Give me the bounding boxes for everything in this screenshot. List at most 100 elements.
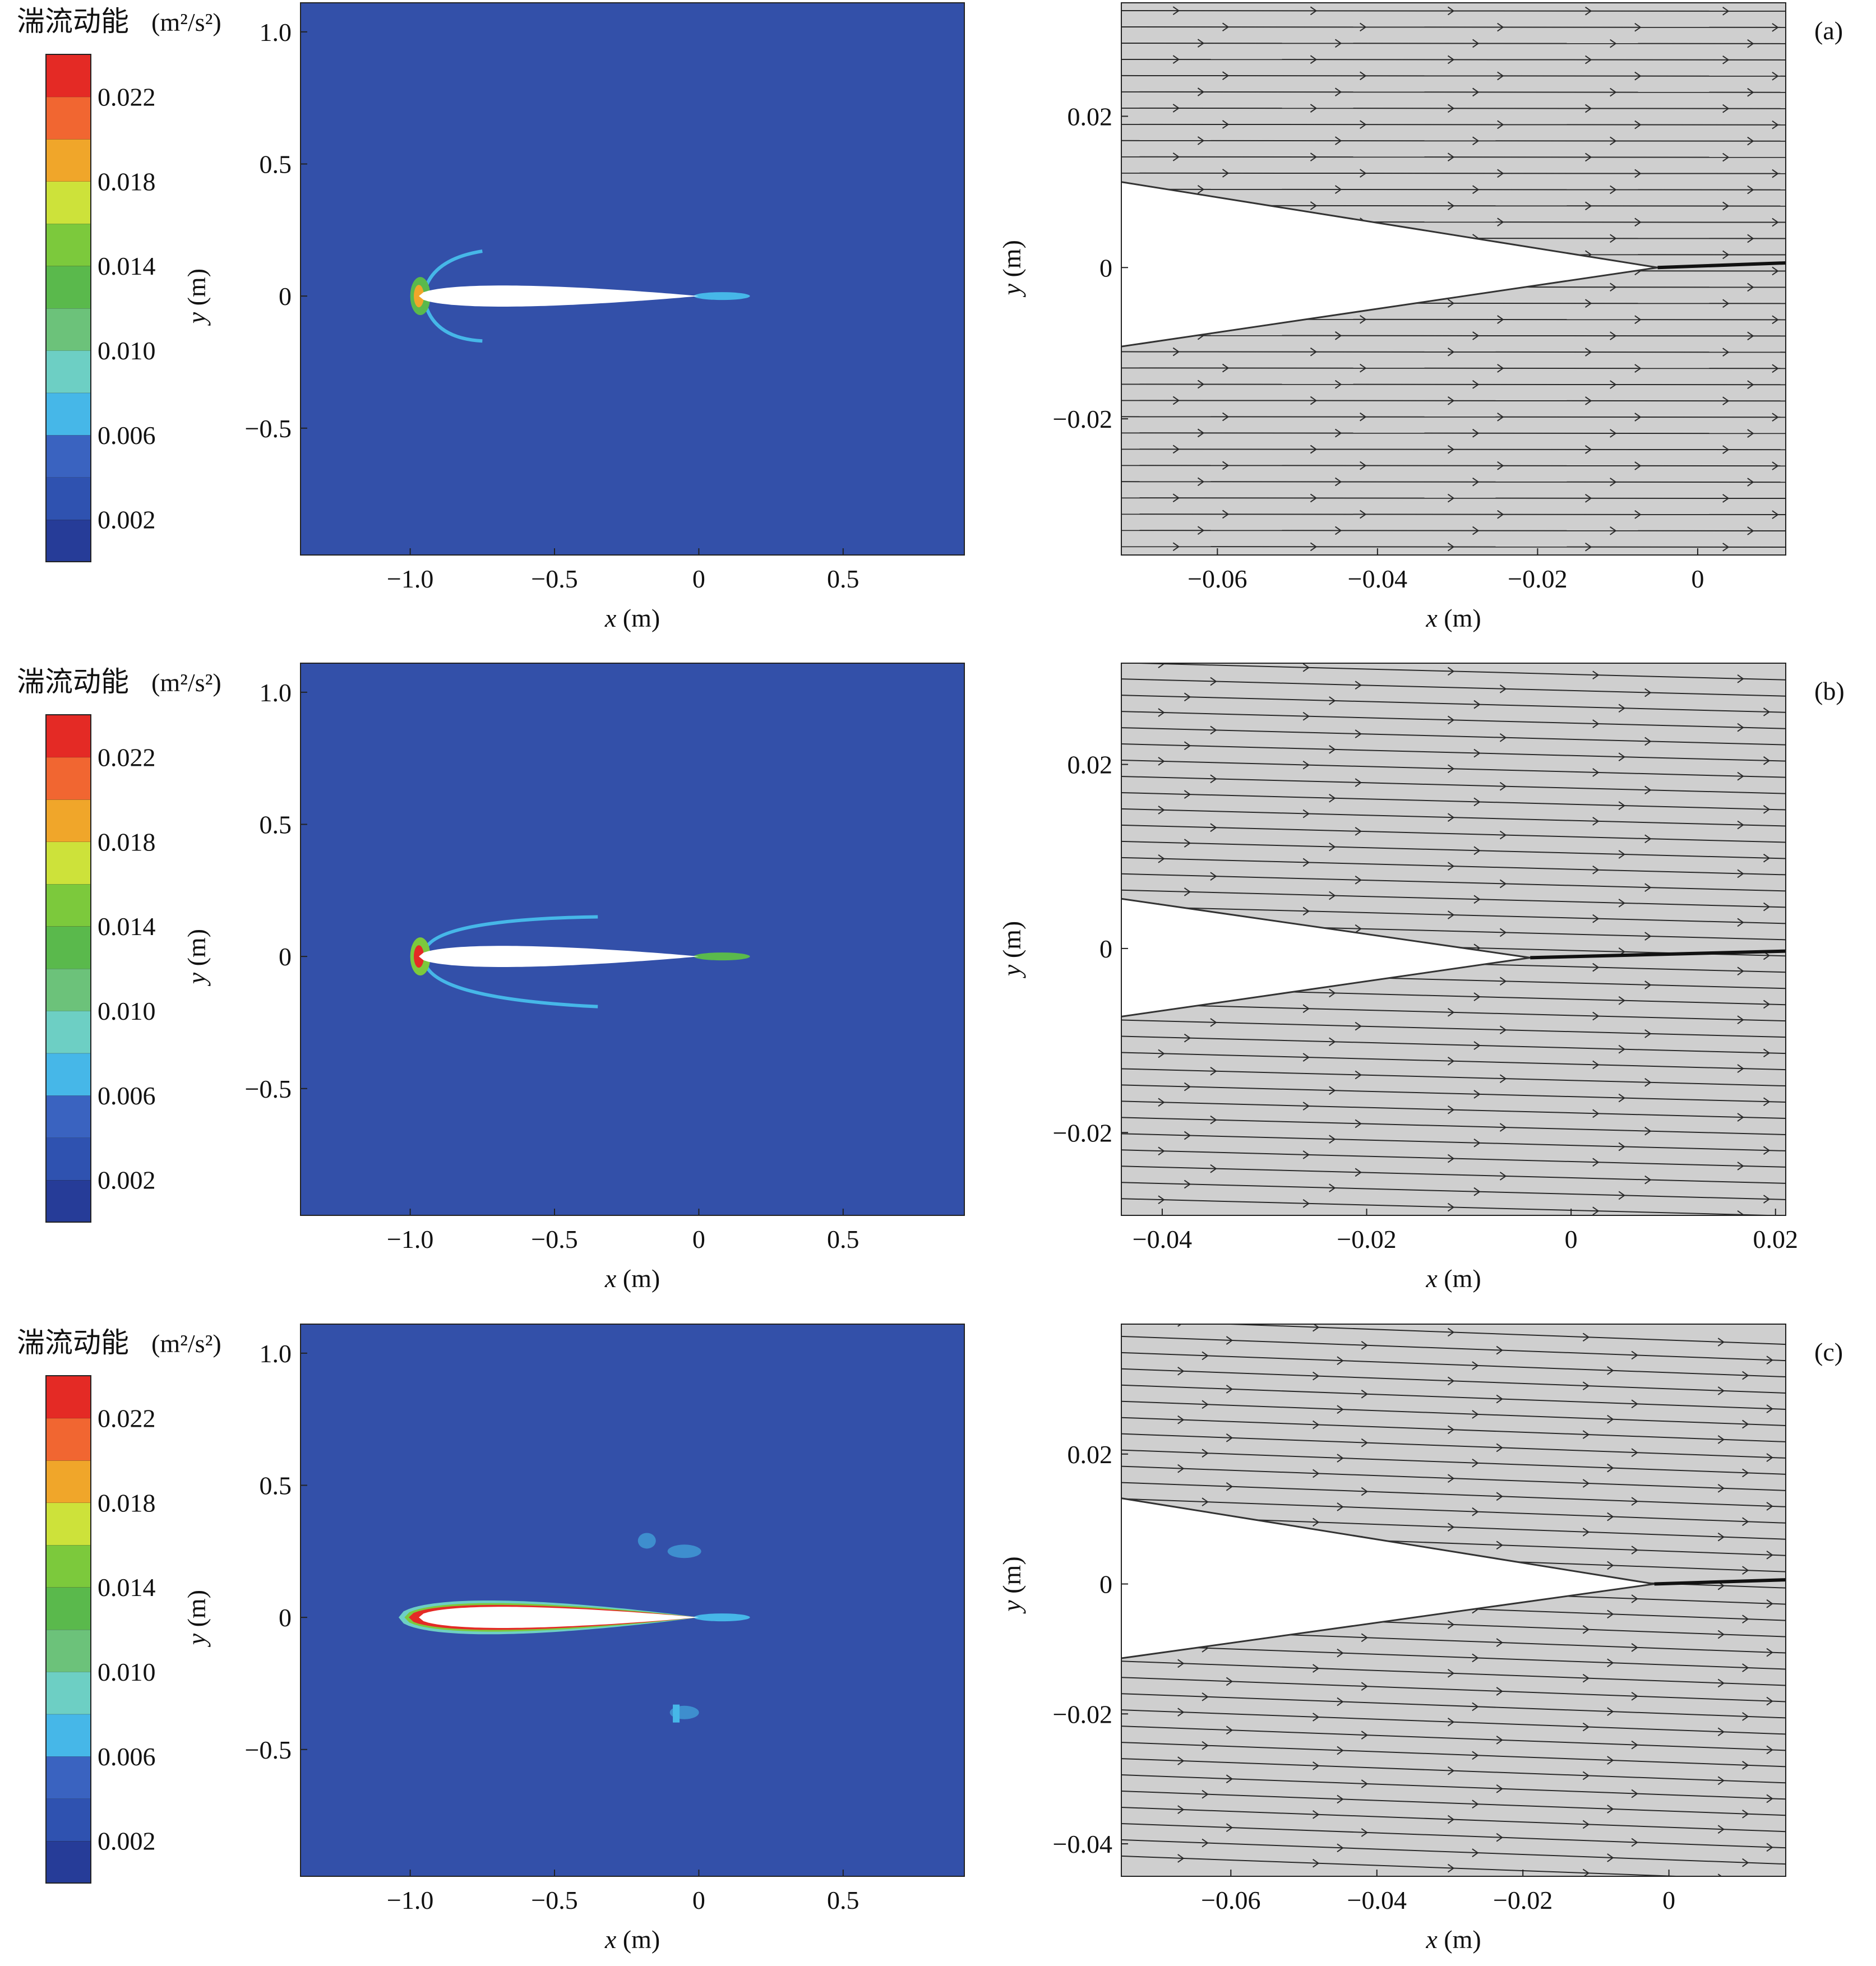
y-axis-var: y xyxy=(182,312,211,326)
streamline-arrow xyxy=(1210,1164,1217,1173)
streamline-arrow xyxy=(1631,1838,1638,1847)
streamline-arrow xyxy=(1634,364,1642,373)
y-axis-var: y xyxy=(182,1633,211,1647)
streamline-arrow xyxy=(1473,1090,1481,1099)
streamline xyxy=(1121,792,1786,811)
streamline-arrow xyxy=(1737,1015,1744,1025)
streamline-arrow xyxy=(1496,1492,1503,1501)
streamline-arrow xyxy=(1772,23,1779,32)
streamline-arrow xyxy=(1313,1469,1320,1478)
streamline-arrow xyxy=(1226,1774,1233,1784)
colorbar-tick-label: 0.006 xyxy=(98,1742,156,1771)
tke-leading-edge-peak xyxy=(414,285,424,308)
streamline-arrow xyxy=(1644,1175,1652,1185)
streamline-arrow xyxy=(1172,104,1180,113)
streamline-arrow xyxy=(1310,152,1318,161)
streamline-arrow xyxy=(1644,1126,1652,1136)
streamline-arrow xyxy=(1717,1386,1725,1395)
colorbar-level xyxy=(46,1671,91,1714)
streamline-arrow xyxy=(1334,526,1342,535)
streamline-arrow xyxy=(1158,708,1165,717)
streamline-arrow xyxy=(1742,1761,1749,1770)
x-axis-label: x (m) xyxy=(604,604,660,632)
streamline-arrow xyxy=(1497,510,1504,519)
streamline-arrow xyxy=(1610,429,1617,438)
y-tick-label: 1.0 xyxy=(260,1339,292,1368)
y-axis-label: y (m) xyxy=(182,929,211,986)
y-axis-var: y xyxy=(997,283,1026,297)
streamline-arrow xyxy=(1763,1195,1771,1204)
x-tick-label: −1.0 xyxy=(387,565,433,593)
streamline xyxy=(1121,1182,1786,1200)
y-tick-label: 0.5 xyxy=(260,150,292,178)
streamline-arrow xyxy=(1496,1345,1503,1355)
streamline-arrow xyxy=(1737,869,1744,878)
streamline-arrow xyxy=(1790,1179,1795,1187)
streamline-arrow xyxy=(1310,104,1318,113)
colorbar-level xyxy=(46,1840,91,1884)
y-axis-var: y xyxy=(182,972,211,986)
x-tick-label: 0 xyxy=(1691,565,1704,593)
streamline-arrow xyxy=(1592,670,1600,679)
streamline-arrow xyxy=(1360,71,1367,81)
colorbar-tick-label: 0.006 xyxy=(98,421,156,450)
streamline xyxy=(1121,1068,1786,1087)
y-axis-unit: (m) xyxy=(997,240,1026,284)
streamline-arrow xyxy=(1197,526,1205,535)
y-tick-label: −0.02 xyxy=(1053,405,1112,433)
streamline-arrow xyxy=(1747,283,1754,292)
streamline xyxy=(1121,1384,1786,1410)
streamline-arrow xyxy=(1158,806,1165,815)
streamline-arrow xyxy=(1337,1454,1344,1463)
streamline-arrow xyxy=(1582,1625,1590,1634)
streamline-arrow xyxy=(1772,120,1779,129)
x-tick-label: 0 xyxy=(1565,1225,1578,1253)
wake-centerline xyxy=(1657,261,1786,270)
x-axis-label: x (m) xyxy=(604,1264,660,1293)
streamline-arrow xyxy=(1763,853,1771,863)
streamline-arrow xyxy=(1582,1868,1590,1876)
streamline-arrow xyxy=(1184,692,1191,702)
streamline-arrow xyxy=(1790,1131,1795,1139)
colorbar-tick-label: 0.010 xyxy=(98,997,156,1025)
streamline-arrow xyxy=(1737,820,1744,830)
streamline-arrow xyxy=(1496,1541,1503,1550)
x-tick-label: −1.0 xyxy=(387,1886,433,1914)
colorbar-c: 湍流动能 (m²/s²) 0.022 0.018 0.014 0.010 0.006 0.00… xyxy=(17,1326,221,1884)
streamline-arrow xyxy=(1472,1800,1479,1809)
streamline-arrow xyxy=(1766,1843,1773,1852)
streamline-arrow xyxy=(1772,169,1779,178)
streamline-arrow xyxy=(1447,1669,1455,1678)
streamline-arrow xyxy=(1772,510,1779,519)
streamline-arrow xyxy=(1310,542,1318,552)
streamline-arrow xyxy=(1202,1449,1209,1458)
streamline xyxy=(1121,1019,1786,1038)
streamline-arrow xyxy=(1742,1419,1749,1429)
y-axis-unit: (m) xyxy=(182,269,211,312)
streamline-arrow xyxy=(1610,185,1617,195)
streamline-arrow xyxy=(1472,1507,1479,1516)
streamline-arrow xyxy=(1447,862,1455,871)
streamline xyxy=(1121,514,1786,516)
streamline-arrow xyxy=(1202,1692,1209,1701)
streamline-arrow xyxy=(1585,299,1592,308)
streamline-arrow xyxy=(1355,924,1362,933)
streamline-arrow xyxy=(1172,445,1180,454)
y-tick-label: −0.02 xyxy=(1053,1118,1112,1147)
streamline-arrow xyxy=(1763,1097,1771,1107)
streamline-arrow xyxy=(1618,704,1626,713)
streamline-arrow xyxy=(1634,71,1642,81)
streamline-arrow xyxy=(1496,1784,1503,1793)
streamline-arrow xyxy=(1644,1078,1652,1087)
streamline-arrow xyxy=(1337,1356,1344,1366)
streamline-arrow xyxy=(1717,1678,1725,1688)
streamline-arrow xyxy=(1496,1443,1503,1452)
colorbar-level xyxy=(46,1587,91,1630)
colorbar-level xyxy=(46,799,91,842)
streamline-arrow xyxy=(1222,363,1230,373)
streamline-arrow xyxy=(1302,663,1310,672)
colorbar-tick-label: 0.014 xyxy=(98,912,156,941)
streamline-arrow xyxy=(1334,136,1342,145)
colorbar-tick-label: 0.006 xyxy=(98,1081,156,1110)
streamline-arrow xyxy=(1447,1620,1455,1629)
